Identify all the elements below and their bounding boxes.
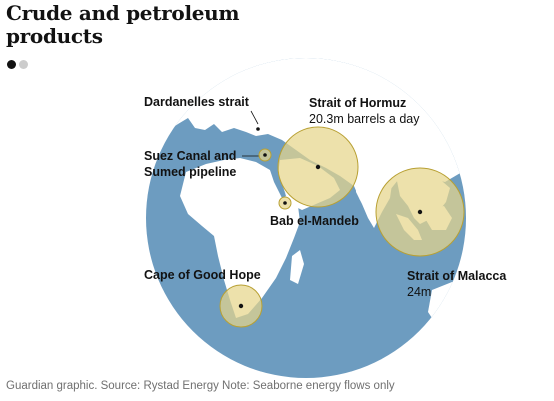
pager-dot-inactive[interactable] — [19, 60, 28, 69]
dardanelles-marker — [256, 127, 260, 131]
bab-el-mandeb-marker — [283, 201, 287, 205]
good-hope-label: Cape of Good Hope — [144, 268, 261, 282]
chart-title: Crude and petroleum products — [6, 2, 266, 48]
malacca-marker — [417, 209, 423, 215]
hormuz-marker — [315, 164, 321, 170]
good-hope-marker — [238, 303, 244, 309]
dardanelles-leader-line — [250, 110, 259, 125]
red-sea — [266, 158, 286, 198]
malacca-label: Strait of Malacca 24m — [407, 269, 507, 299]
dardanelles-label: Dardanelles strait — [144, 95, 249, 109]
hormuz-label: Strait of Hormuz 20.3m barrels a day — [309, 96, 420, 126]
madagascar-island — [290, 250, 304, 284]
title-line-1: Crude and petroleum — [6, 1, 240, 25]
pager-dot-active[interactable] — [7, 60, 16, 69]
pager-dots — [7, 60, 28, 70]
source-note: Guardian graphic. Source: Rystad Energy … — [6, 380, 395, 392]
title-line-2: products — [6, 24, 103, 48]
bab-el-mandeb-label: Bab el-Mandeb — [270, 214, 359, 228]
suez-label: Suez Canal and Sumed pipeline — [144, 149, 237, 179]
mediterranean-sea — [198, 138, 264, 152]
suez-marker — [263, 153, 267, 157]
africa-landmass — [180, 158, 300, 318]
